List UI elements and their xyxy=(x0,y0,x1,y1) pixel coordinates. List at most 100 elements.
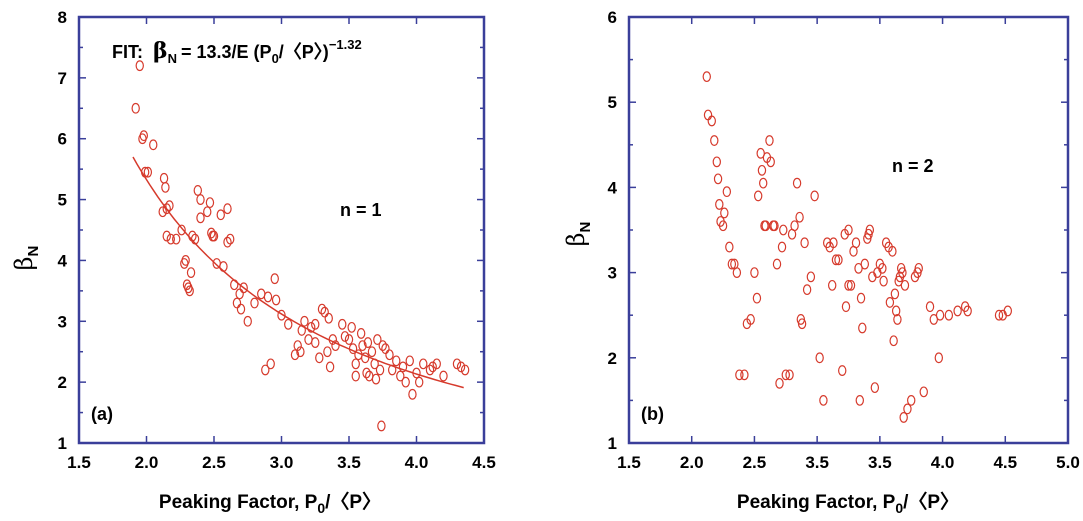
data-point xyxy=(710,135,719,146)
x-tick-label: 1.5 xyxy=(67,453,91,472)
data-point xyxy=(243,315,252,327)
data-point xyxy=(770,220,779,232)
x-ticks-b: 1.5 2.0 2.5 3.5 3.5 4.0 4.5 5.0 xyxy=(617,17,1080,472)
data-point xyxy=(800,237,809,249)
data-point xyxy=(185,285,194,297)
data-point xyxy=(925,301,935,313)
data-point xyxy=(367,346,377,358)
y-ticks-a: 1 2 3 4 5 6 7 8 xyxy=(58,8,484,453)
data-point xyxy=(236,303,246,315)
data-point xyxy=(893,314,902,325)
data-point xyxy=(405,355,414,367)
data-point xyxy=(725,241,734,253)
plot-frame-a xyxy=(77,15,486,445)
data-point xyxy=(766,156,775,168)
data-point xyxy=(378,340,387,352)
data-point xyxy=(929,314,938,325)
data-point xyxy=(219,261,228,272)
data-point xyxy=(270,273,279,285)
data-point xyxy=(311,337,320,348)
data-point xyxy=(888,245,897,257)
x-tick-label: 2.5 xyxy=(202,453,226,472)
data-point xyxy=(348,343,358,355)
data-point xyxy=(293,340,302,352)
data-point xyxy=(806,271,816,283)
data-point xyxy=(338,318,347,330)
data-point xyxy=(135,60,144,72)
data-point xyxy=(750,267,759,279)
data-point xyxy=(898,267,907,279)
y-tick-label: 8 xyxy=(58,8,67,27)
data-point xyxy=(452,358,462,370)
data-point xyxy=(158,206,167,218)
data-point xyxy=(757,164,767,176)
x-tick-label: 3.0 xyxy=(270,453,294,472)
data-point xyxy=(740,369,749,381)
data-point xyxy=(140,166,150,178)
y-tick-label: 1 xyxy=(608,434,617,453)
data-point xyxy=(772,258,782,270)
data-point xyxy=(752,292,762,304)
data-point xyxy=(865,224,875,236)
data-point xyxy=(370,358,379,370)
data-point xyxy=(858,322,867,334)
x-tick-label: 4.0 xyxy=(931,453,955,472)
data-point xyxy=(216,209,225,221)
data-point xyxy=(712,156,722,168)
data-point xyxy=(340,331,350,342)
data-point xyxy=(373,334,382,345)
data-point xyxy=(878,262,887,274)
data-point xyxy=(284,318,293,330)
y-tick-label: 2 xyxy=(58,373,67,392)
data-point xyxy=(396,370,405,382)
data-point xyxy=(810,190,819,202)
data-point xyxy=(290,349,300,361)
data-point xyxy=(392,355,401,367)
data-point xyxy=(953,305,962,317)
data-point xyxy=(323,346,332,358)
data-point xyxy=(412,367,421,379)
data-point xyxy=(271,294,281,306)
data-point xyxy=(162,230,171,242)
data-point xyxy=(735,369,744,381)
data-point xyxy=(819,395,828,406)
data-point xyxy=(203,206,212,218)
data-point xyxy=(715,199,724,210)
data-point xyxy=(889,335,898,347)
data-point xyxy=(196,194,205,205)
data-point xyxy=(261,364,270,376)
data-point xyxy=(182,279,192,291)
data-point xyxy=(250,297,259,309)
data-point xyxy=(759,177,768,189)
data-point xyxy=(428,361,437,373)
data-point xyxy=(225,233,235,245)
x-tick-label: 4.0 xyxy=(405,453,429,472)
x-tick-label: 2.0 xyxy=(135,453,159,472)
data-point xyxy=(315,352,324,364)
fit-equation: FIT: βN = 13.3/E (P0/〈P〉)−1.32 xyxy=(112,37,362,66)
data-point xyxy=(790,220,799,232)
data-point xyxy=(722,186,732,198)
chart-panel-a: 1.5 2.0 2.5 3.0 3.5 4.0 4.5 1 2 3 4 5 6 7 8 FIT: βN = 1… xyxy=(10,8,496,516)
data-point xyxy=(205,197,215,209)
y-tick-label: 7 xyxy=(58,69,67,88)
data-point xyxy=(903,403,912,415)
y-tick-label: 4 xyxy=(58,251,68,270)
data-point xyxy=(891,305,901,317)
data-point xyxy=(732,267,742,279)
data-point xyxy=(727,258,737,270)
data-point xyxy=(746,314,755,325)
data-point xyxy=(171,233,181,245)
data-point xyxy=(781,369,790,381)
data-point xyxy=(143,166,153,178)
data-point xyxy=(994,309,1004,321)
data-point xyxy=(777,241,787,253)
data-point xyxy=(1003,305,1012,317)
data-point xyxy=(184,282,193,294)
data-point xyxy=(795,211,804,223)
data-point xyxy=(860,258,870,270)
x-tick-label: 4.5 xyxy=(993,453,1017,472)
data-point xyxy=(779,224,788,236)
data-point xyxy=(702,71,711,83)
